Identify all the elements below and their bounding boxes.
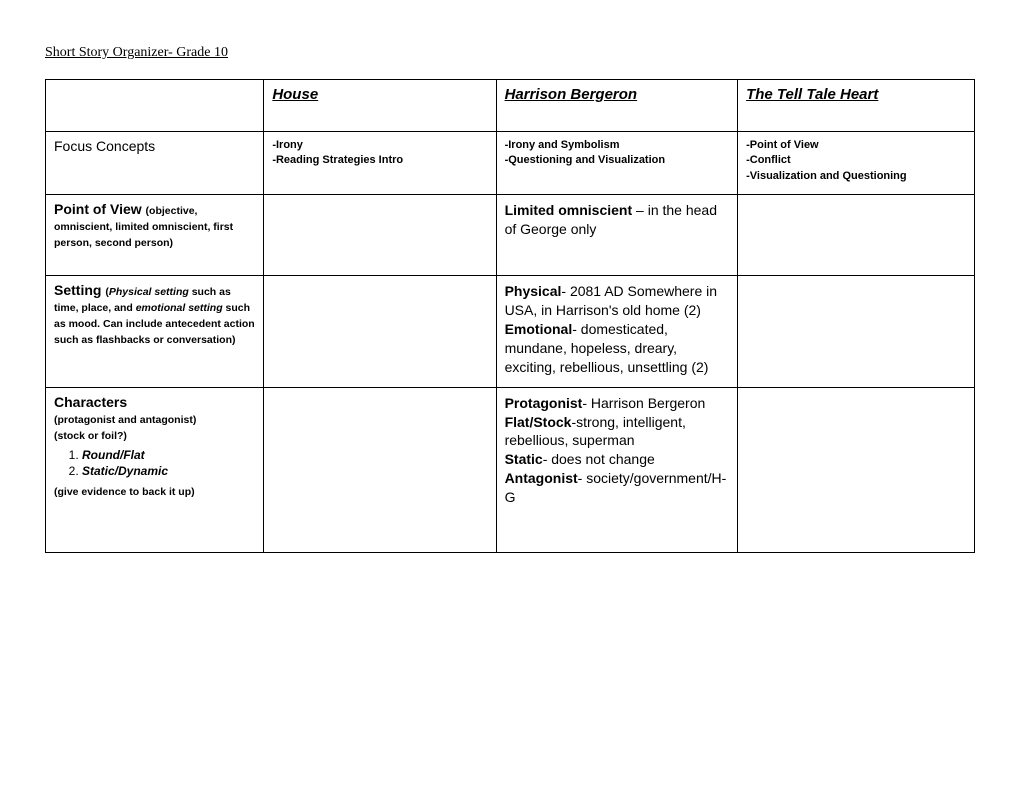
setting-house [264, 276, 496, 387]
header-empty [46, 80, 264, 132]
row-setting: Setting (Physical setting such as time, … [46, 276, 975, 387]
focus-house: -Irony -Reading Strategies Intro [264, 132, 496, 195]
col-harrison: Harrison Bergeron [496, 80, 738, 132]
col-house: House [264, 80, 496, 132]
pov-house [264, 195, 496, 276]
pov-telltale [738, 195, 975, 276]
pov-harrison: Limited omniscient – in the head of Geor… [496, 195, 738, 276]
col-telltale: The Tell Tale Heart [738, 80, 975, 132]
setting-emo-l: Emotional [505, 321, 573, 337]
characters-house [264, 387, 496, 552]
row-focus: Focus Concepts -Irony -Reading Strategie… [46, 132, 975, 195]
organizer-table: House Harrison Bergeron The Tell Tale He… [45, 79, 975, 553]
pov-harrison-bold: Limited omniscient [505, 202, 633, 218]
char-flat-l: Flat/Stock [505, 414, 572, 430]
char-li2: Static/Dynamic [82, 464, 255, 478]
char-li2-text: Static/Dynamic [82, 464, 168, 478]
setting-p-b: Physical setting [109, 286, 189, 298]
label-pov: Point of View (objective, omniscient, li… [46, 195, 264, 276]
characters-telltale [738, 387, 975, 552]
setting-p-d: emotional setting [136, 302, 223, 314]
char-prot-l: Protagonist [505, 395, 583, 411]
focus-harrison: -Irony and Symbolism -Questioning and Vi… [496, 132, 738, 195]
row-characters: Characters (protagonist and antagonist) … [46, 387, 975, 552]
label-characters: Characters (protagonist and antagonist) … [46, 387, 264, 552]
label-setting: Setting (Physical setting such as time, … [46, 276, 264, 387]
row-pov: Point of View (objective, omniscient, li… [46, 195, 975, 276]
page-title: Short Story Organizer- Grade 10 [45, 45, 975, 61]
header-row: House Harrison Bergeron The Tell Tale He… [46, 80, 975, 132]
label-focus: Focus Concepts [46, 132, 264, 195]
char-list: Round/Flat Static/Dynamic [54, 448, 255, 478]
setting-harrison: Physical- 2081 AD Somewhere in USA, in H… [496, 276, 738, 387]
char-ant-l: Antagonist [505, 470, 578, 486]
char-static-l: Static [505, 451, 543, 467]
focus-telltale: -Point of View -Conflict -Visualization … [738, 132, 975, 195]
char-prot-t: - Harrison Bergeron [582, 395, 705, 411]
setting-lead: Setting [54, 282, 105, 298]
char-li1: Round/Flat [82, 448, 255, 462]
char-li1-text: Round/Flat [82, 448, 145, 462]
char-sub3: (give evidence to back it up) [54, 486, 195, 498]
characters-harrison: Protagonist- Harrison Bergeron Flat/Stoc… [496, 387, 738, 552]
char-lead: Characters [54, 394, 127, 410]
char-static-t: - does not change [543, 451, 655, 467]
pov-lead: Point of View [54, 201, 146, 217]
setting-phys-l: Physical [505, 283, 562, 299]
label-focus-text: Focus Concepts [54, 138, 155, 154]
char-sub1: (protagonist and antagonist) [54, 414, 196, 426]
setting-telltale [738, 276, 975, 387]
char-sub2: (stock or foil?) [54, 430, 127, 442]
